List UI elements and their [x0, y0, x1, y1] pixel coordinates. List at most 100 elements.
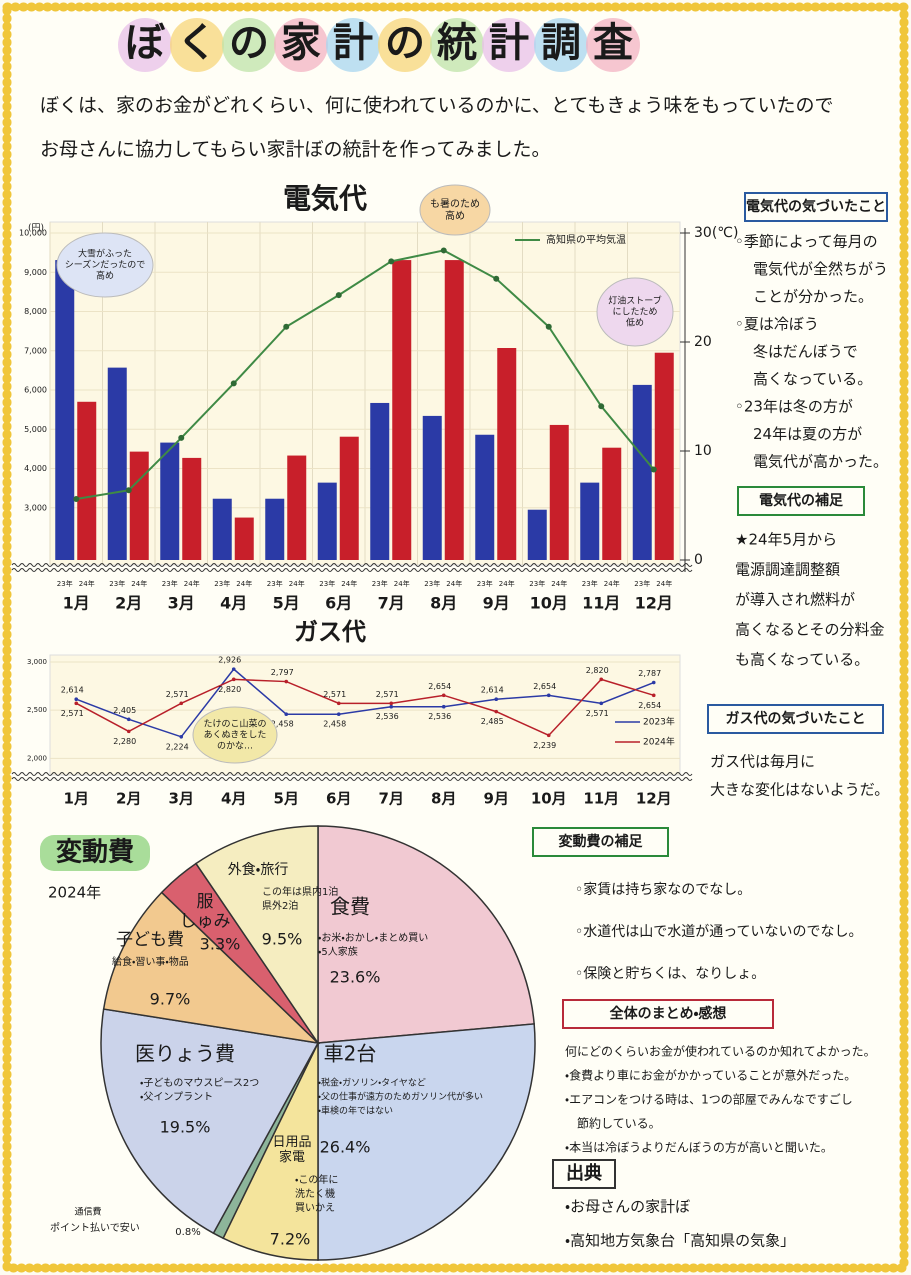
note-line: 節約している。: [577, 1116, 661, 1131]
temperature-point: [545, 323, 552, 330]
x-tick-label: 7月: [379, 790, 404, 808]
value-label: 2,654: [533, 682, 556, 691]
slice-label: 服しゅみ: [180, 892, 231, 932]
slice-detail: ポイント払いで安い: [50, 1221, 140, 1234]
temperature-point: [493, 275, 500, 282]
bar-series-label: 24年: [131, 579, 147, 588]
slice-value-label: 9.7%: [150, 990, 191, 1009]
temperature-point: [73, 495, 80, 502]
bar-series-label: 23年: [372, 579, 388, 588]
bar: [160, 442, 180, 560]
temperature-line: [76, 249, 655, 500]
bar: [370, 402, 390, 560]
annotation-text: 高め: [96, 269, 114, 281]
x-tick-label: 11月: [582, 594, 620, 613]
value-label: 2,820: [218, 685, 241, 694]
value-label: 2,458: [323, 720, 346, 729]
temperature-point: [598, 403, 605, 410]
x-tick-label: 12月: [635, 594, 673, 613]
bar-series-label: 24年: [236, 579, 252, 588]
value-label: 2,787: [638, 669, 661, 678]
gas-point: [179, 701, 184, 706]
bar-series-label: 24年: [79, 579, 95, 588]
temperature-point: [178, 434, 185, 441]
value-label: 2,614: [61, 686, 84, 695]
x-tick-label: 1月: [63, 594, 90, 613]
y-tick-label: 3,000: [27, 658, 47, 666]
note-line: 24年は夏の方が: [753, 425, 862, 443]
note-line: ◦季節によって毎月の: [735, 233, 878, 251]
note-line: ◦水道代は山で水道が通っていないのでなし。: [575, 924, 863, 940]
gas-point: [441, 704, 446, 709]
axis-break: [11, 563, 693, 567]
gas-point: [74, 701, 79, 706]
y2-tick-label: 30(℃): [694, 225, 738, 241]
annotation-text: シーズンだったので: [65, 259, 146, 271]
gas-point: [336, 712, 341, 717]
note-title-box: [532, 827, 669, 857]
bar-series-label: 23年: [634, 579, 650, 588]
title-bubble: [326, 18, 380, 72]
annotation-bubble: [419, 184, 491, 236]
value-label: 2,820: [586, 666, 609, 675]
bar-series-label: 23年: [214, 579, 230, 588]
title-bubble: [274, 18, 328, 72]
y-axis-label: (円): [28, 223, 44, 234]
slice-label: 外食・旅行: [228, 862, 289, 878]
title-bubble: [482, 18, 536, 72]
gas-point: [651, 680, 656, 685]
y-tick-label: 4,000: [24, 464, 47, 473]
title-bubble: [118, 18, 172, 72]
slice-detail: ・父の仕事が遠方のためガソリン代が多い: [318, 1091, 483, 1103]
slice-value-label: 19.5%: [160, 1118, 211, 1137]
bar: [317, 482, 337, 560]
value-label: 2,571: [166, 690, 189, 699]
temperature-point: [125, 487, 132, 494]
chart-subtitle: 2024年: [48, 884, 101, 902]
slice-detail: ・子どものマウスピース2つ: [140, 1077, 259, 1089]
x-tick-label: 6月: [325, 594, 352, 613]
bar: [549, 424, 569, 560]
value-label: 2,485: [481, 717, 504, 726]
slice-detail: ・父インプラント: [140, 1091, 213, 1103]
annotation-text: も暑のため: [430, 198, 480, 210]
value-label: 2,280: [113, 737, 136, 746]
slice-label: 子ども費: [116, 930, 184, 950]
y2-tick-label: 10: [694, 443, 712, 459]
note-line: ・エアコンをつける時は、1つの部屋でみんなですごし: [565, 1092, 853, 1107]
x-tick-label: 6月: [326, 790, 351, 808]
title-bubble: [586, 18, 640, 72]
note-line: 冬はだんぼうで: [753, 343, 858, 361]
bar-series-label: 24年: [341, 579, 357, 588]
value-label: 2,614: [481, 686, 504, 695]
gas-point: [284, 679, 289, 684]
x-tick-label: 3月: [169, 790, 194, 808]
value-label: 2,458: [271, 720, 294, 729]
value-label: 2,239: [533, 741, 556, 750]
note-title: 変動費の補足: [559, 833, 644, 850]
bar: [392, 260, 412, 560]
y-tick-label: 2,000: [27, 754, 47, 762]
bar-series-label: 23年: [267, 579, 283, 588]
x-tick-label: 2月: [116, 790, 141, 808]
slice-detail: 給食・習い事・物品: [112, 955, 189, 968]
bar: [55, 260, 75, 560]
y-tick-label: 8,000: [24, 307, 47, 316]
slice-value-label: 0.8%: [175, 1227, 200, 1238]
gas-line: [75, 678, 654, 737]
slice-value-label: 9.5%: [262, 930, 303, 949]
gas-point: [126, 717, 131, 722]
note-line: ・本当は冷ぼうよりだんぼうの方が高いと聞いた。: [565, 1140, 833, 1155]
note-line: 高くなっている。: [753, 370, 872, 388]
y-tick-label: 7,000: [24, 346, 47, 355]
bar-series-label: 24年: [604, 579, 620, 588]
gas-point: [599, 701, 604, 706]
temperature-point: [650, 466, 657, 473]
x-tick-label: 11月: [583, 790, 619, 808]
slice-value-label: 26.4%: [320, 1138, 371, 1157]
bar: [527, 509, 547, 560]
legend-label: 高知県の平均気温: [546, 233, 626, 246]
y-tick-label: 6,000: [24, 386, 47, 395]
slice-label: 食費: [330, 895, 370, 919]
bar: [580, 482, 600, 560]
